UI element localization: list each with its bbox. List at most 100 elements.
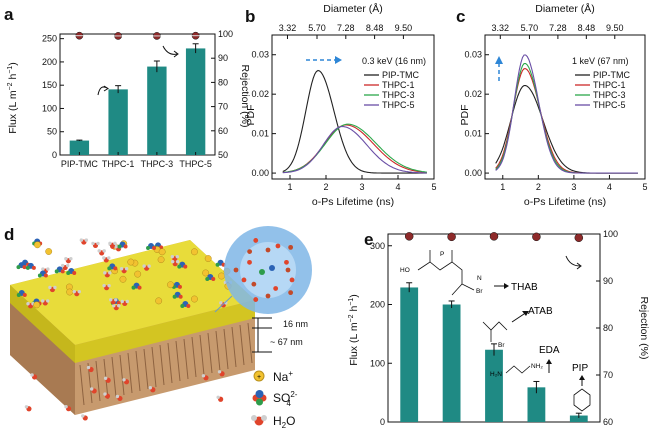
panel-e-y-ticks: 0 100 200 300 bbox=[370, 241, 392, 427]
panel-a-bars bbox=[69, 43, 206, 155]
sulfate-o bbox=[31, 265, 36, 270]
pore-line bbox=[119, 354, 125, 396]
water-h bbox=[113, 241, 117, 245]
water-h bbox=[60, 263, 65, 268]
water-icon-h2 bbox=[261, 415, 267, 421]
na-ion bbox=[191, 248, 198, 256]
water-h bbox=[125, 299, 129, 304]
bubble-connector bbox=[214, 295, 233, 313]
water-h bbox=[46, 267, 50, 271]
support-pores bbox=[79, 322, 253, 406]
pore-line bbox=[151, 346, 157, 388]
a-bar bbox=[147, 66, 167, 155]
pdf-x2tick-label: 7.28 bbox=[549, 23, 567, 33]
panel-a-frame bbox=[59, 33, 216, 156]
sulfate-o bbox=[43, 273, 48, 278]
panel-b-arrow-head bbox=[335, 56, 342, 64]
a-ytick-label: 200 bbox=[42, 57, 57, 67]
thickness-16nm: 16 nm bbox=[283, 319, 308, 329]
atab-br-label: Br bbox=[498, 342, 505, 349]
panel-c-frame bbox=[484, 34, 646, 180]
ions-cloud bbox=[16, 238, 233, 421]
pore-line bbox=[199, 334, 205, 376]
water-h bbox=[117, 303, 121, 308]
panel-e-y2-ticks: 60 70 80 90 100 bbox=[596, 229, 618, 427]
water-h bbox=[41, 267, 45, 271]
e-ytick-label: 200 bbox=[370, 300, 385, 310]
bubble-atom bbox=[275, 243, 281, 249]
pdf-ytick-label: 0.01 bbox=[251, 129, 269, 139]
sulfate-o2 bbox=[107, 266, 112, 271]
thickness-67nm: ~ 67 nm bbox=[270, 337, 303, 347]
panel-b-lines bbox=[282, 69, 427, 174]
e-rejection-point bbox=[532, 232, 541, 242]
pdf-xtick-label: 4 bbox=[607, 182, 612, 192]
water-h bbox=[120, 299, 124, 304]
a-ytick-label: 50 bbox=[47, 127, 57, 137]
pdf-xtick-label: 3 bbox=[571, 182, 576, 192]
panel-e-curved-arrow-head bbox=[576, 262, 582, 270]
na-ion bbox=[202, 269, 210, 277]
pdf-xtick-label: 1 bbox=[500, 182, 505, 192]
e-ytick-label: 0 bbox=[380, 417, 385, 427]
na-icon bbox=[253, 370, 265, 382]
thab-ho-label: HO bbox=[400, 267, 410, 274]
e-bar bbox=[400, 287, 419, 422]
bubble-atom bbox=[273, 286, 279, 291]
na-ion bbox=[119, 275, 127, 283]
na-ion bbox=[66, 288, 74, 296]
water-h bbox=[175, 254, 180, 259]
a-y2tick-label: 50 bbox=[218, 150, 228, 160]
panel-e-curved-arrow bbox=[565, 255, 581, 267]
sulfate-o2 bbox=[66, 271, 71, 276]
pdf-x2tick-label: 9.50 bbox=[395, 23, 413, 33]
e-ytick-label: 300 bbox=[370, 241, 385, 251]
pdf-x2tick-label: 5.70 bbox=[308, 23, 326, 33]
pdf-x2tick-label: 3.32 bbox=[492, 23, 510, 33]
legend-entry: PIP-TMC bbox=[593, 70, 630, 80]
pdf-line-pip-tmc bbox=[282, 69, 427, 174]
a-ytick-label: 150 bbox=[42, 80, 57, 90]
panel-b-x2-label: Diameter (Å) bbox=[323, 2, 383, 15]
sulfate-o2 bbox=[16, 292, 21, 297]
panel-b-energy-annotation: 0.3 keV (16 nm) bbox=[362, 56, 426, 66]
water-h bbox=[72, 289, 76, 294]
eda-nh2-label: NH₂ bbox=[531, 363, 543, 370]
sulfate-o2 bbox=[16, 265, 21, 270]
water-h bbox=[46, 299, 50, 303]
a-ytick-label: 0 bbox=[52, 150, 57, 160]
pdf-xtick-label: 3 bbox=[359, 182, 364, 192]
panel-e-rejection-markers bbox=[404, 232, 584, 243]
pdf-ytick-label: 0.01 bbox=[464, 129, 482, 139]
na-ion bbox=[158, 248, 166, 256]
water-h-bottom bbox=[64, 404, 68, 409]
sulfate-o bbox=[72, 271, 77, 276]
water-h-bottom bbox=[122, 378, 126, 382]
water-h-bottom bbox=[24, 405, 29, 409]
pore-line bbox=[127, 352, 133, 394]
na-ion bbox=[167, 281, 174, 289]
a-xtick-label: THPC-5 bbox=[179, 159, 212, 169]
a-bar bbox=[108, 89, 128, 155]
water-h bbox=[26, 302, 30, 306]
atab-label: ATAB bbox=[528, 306, 553, 317]
sulfate-o bbox=[178, 294, 183, 299]
water-h bbox=[48, 285, 52, 290]
water-h bbox=[84, 238, 89, 242]
pore-line bbox=[95, 360, 101, 402]
pore-line bbox=[111, 356, 117, 398]
water-h bbox=[142, 264, 146, 268]
water-h bbox=[112, 303, 116, 308]
sulfate-o2 bbox=[131, 285, 136, 290]
panel-letter-b: b bbox=[245, 7, 255, 26]
pdf-x2tick-label: 5.70 bbox=[521, 23, 539, 33]
sulfate-o2 bbox=[172, 294, 177, 299]
pip-structure bbox=[573, 388, 591, 412]
sulfate-o bbox=[22, 265, 27, 270]
sulfate-o bbox=[22, 292, 27, 297]
atab-structure bbox=[482, 321, 508, 342]
pore-line bbox=[223, 328, 229, 370]
